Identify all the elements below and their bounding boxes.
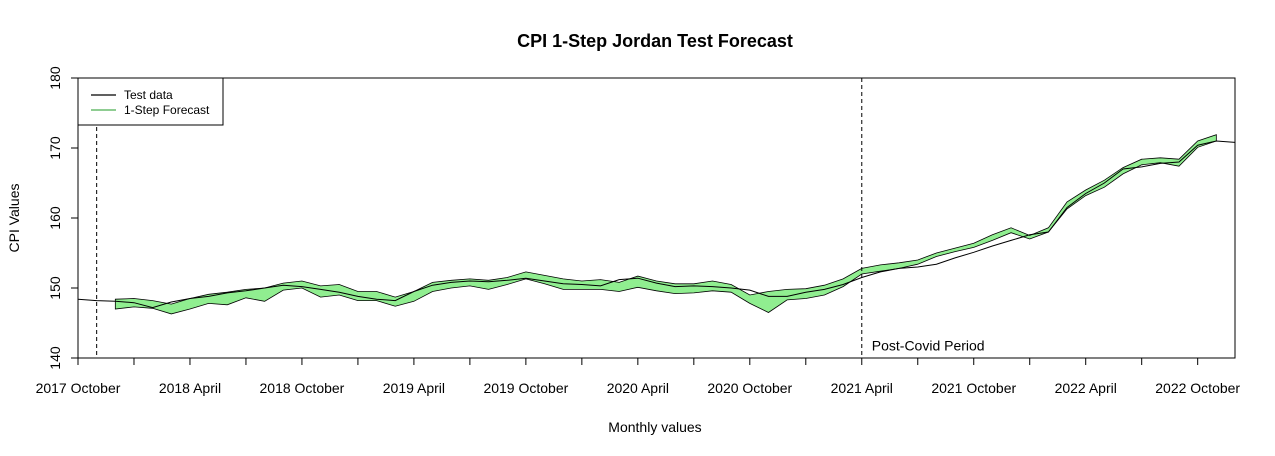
x-tick-label: 2018 October [260,380,345,396]
y-tick-label: 170 [47,136,63,160]
x-tick-label: 2019 October [483,380,568,396]
x-tick-label: 2021 October [931,380,1016,396]
y-tick-label: 150 [47,276,63,300]
legend-label: Test data [124,88,173,102]
x-tick-label: 2017 October [36,380,121,396]
x-tick-label: 2018 April [159,380,221,396]
x-axis-label: Monthly values [608,419,701,435]
x-tick-label: 2020 April [607,380,669,396]
chart-title: CPI 1-Step Jordan Test Forecast [517,31,793,51]
x-tick-label: 2021 April [831,380,893,396]
x-tick-label: 2022 October [1155,380,1240,396]
y-axis-label: CPI Values [6,184,22,253]
y-tick-label: 180 [47,66,63,90]
x-tick-label: 2022 April [1055,380,1117,396]
annotation-post-covid: Post-Covid Period [872,337,985,353]
y-tick-label: 160 [47,206,63,230]
legend-box [77,77,224,126]
x-tick-label: 2020 October [707,380,792,396]
y-tick-label: 140 [47,346,63,370]
x-tick-label: 2019 April [383,380,445,396]
test-data-line [77,140,1236,309]
plot-area: Post-Covid Period 140 150 160 170 180 2017 Oct… [36,66,1241,396]
legend-label: 1-Step Forecast [124,103,210,117]
